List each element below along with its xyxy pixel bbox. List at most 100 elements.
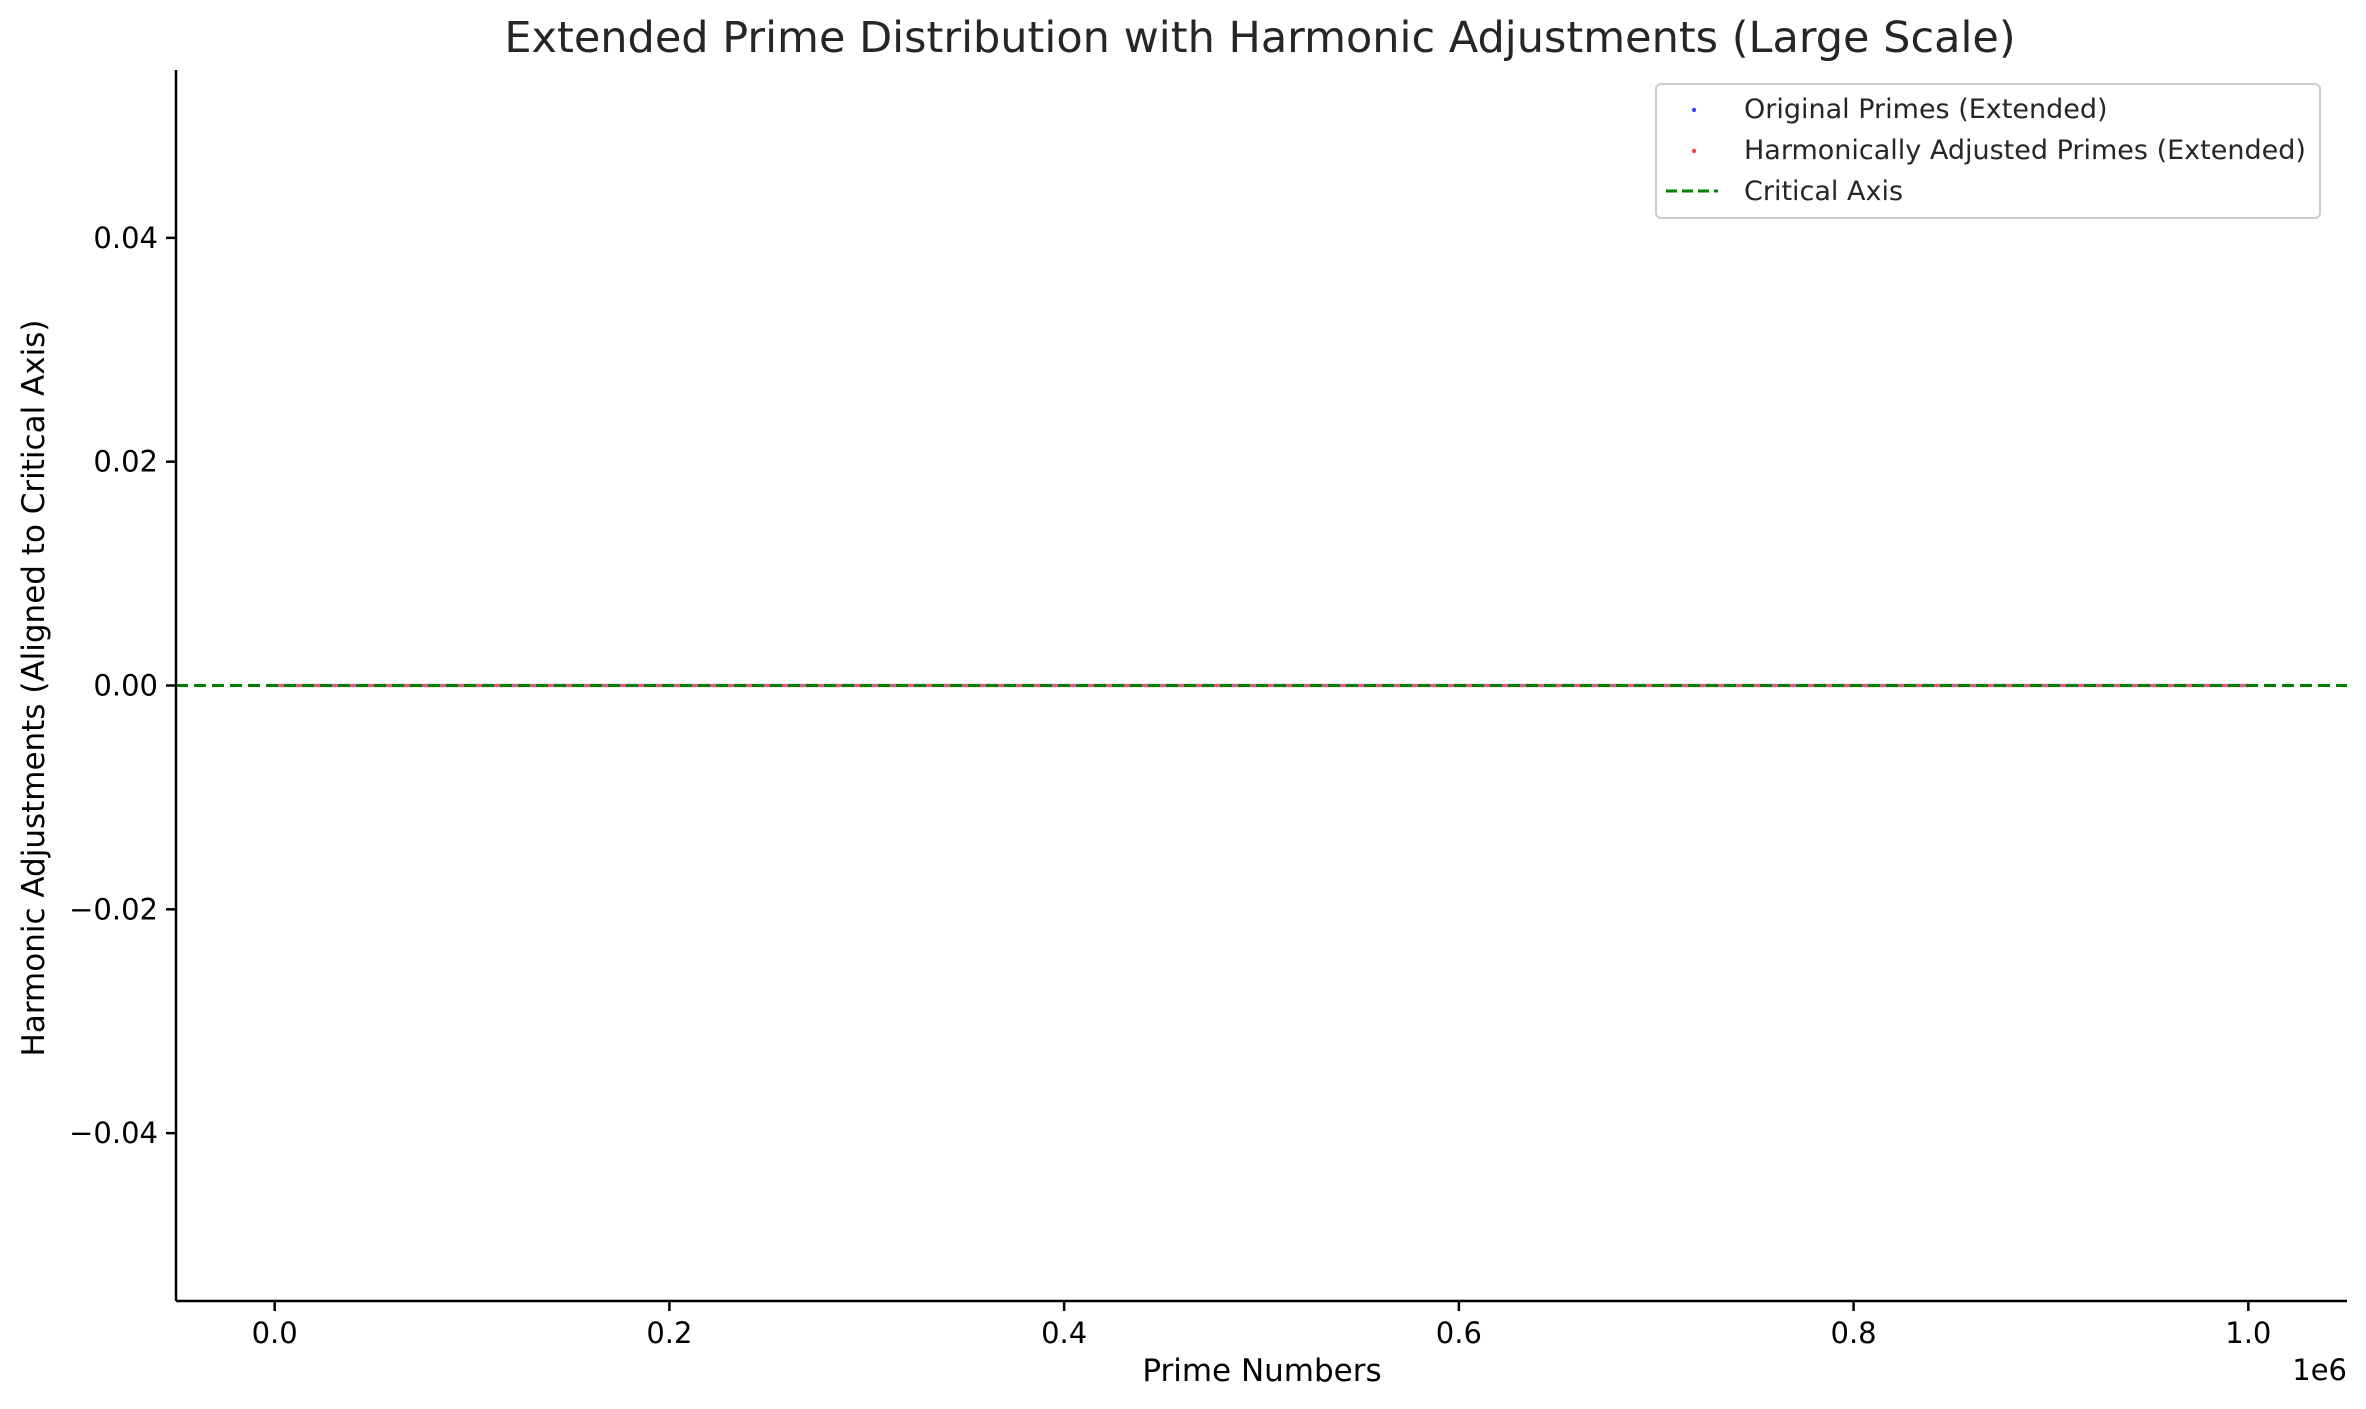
data-point	[1825, 683, 1829, 688]
data-point	[655, 683, 659, 688]
data-point	[1882, 683, 1887, 688]
data-point	[2007, 683, 2012, 688]
data-point	[1627, 683, 1632, 688]
data-point	[1917, 683, 1922, 688]
data-point	[692, 683, 697, 688]
legend-frame	[1655, 83, 2321, 219]
data-point	[2240, 683, 2244, 688]
data-point	[477, 683, 482, 688]
data-point	[2185, 683, 2189, 688]
data-point	[1465, 683, 1469, 688]
data-point	[925, 683, 929, 688]
chart-title: Extended Prime Distribution with Harmoni…	[504, 13, 2015, 63]
data-point	[1702, 683, 1707, 688]
data-point	[1162, 683, 1167, 688]
data-point	[1810, 683, 1814, 688]
data-point	[1305, 683, 1309, 688]
y-tick-label: 0.00	[93, 669, 158, 703]
data-point	[1807, 683, 1812, 688]
data-point	[910, 683, 914, 688]
legend-marker-adjusted-primes	[1691, 148, 1697, 154]
data-point	[332, 683, 337, 688]
data-point	[567, 683, 572, 688]
data-point	[1862, 683, 1867, 688]
data-point	[2115, 683, 2119, 688]
data-point	[530, 683, 534, 688]
data-point	[1125, 683, 1129, 688]
data-point	[602, 683, 607, 688]
data-point	[980, 683, 984, 688]
data-point	[1772, 683, 1777, 688]
data-point	[405, 683, 410, 688]
data-point	[1935, 683, 1939, 688]
data-point	[2060, 683, 2064, 688]
data-point	[352, 683, 357, 688]
legend-marker-original-primes	[1691, 107, 1697, 113]
data-point	[442, 683, 447, 688]
data-point	[1105, 683, 1109, 688]
data-point	[512, 683, 517, 688]
data-point	[1755, 683, 1759, 688]
data-point	[2150, 683, 2154, 688]
data-point	[907, 683, 912, 688]
x-tick-label: 0.2	[646, 1316, 692, 1350]
data-point	[1720, 683, 1724, 688]
data-point	[1900, 683, 1904, 688]
data-point	[835, 683, 839, 688]
data-point	[1252, 683, 1257, 688]
data-point	[1537, 683, 1542, 688]
x-ticks: 0.0 0.2 0.4 0.6 0.8 1.0	[252, 1301, 2271, 1350]
data-point	[945, 683, 949, 688]
data-point	[2042, 683, 2047, 688]
data-point	[2222, 683, 2227, 688]
data-point	[927, 683, 932, 688]
data-point	[547, 683, 552, 688]
data-point	[1575, 683, 1579, 688]
data-point	[1970, 683, 1974, 688]
data-point	[1322, 683, 1327, 688]
data-point	[2170, 683, 2174, 688]
data-point	[802, 683, 807, 688]
data-point	[1070, 683, 1074, 688]
data-point	[640, 683, 644, 688]
data-point	[1897, 683, 1902, 688]
x-tick-label: 0.6	[1436, 1316, 1482, 1350]
data-point	[1612, 683, 1617, 688]
y-tick-label: 0.04	[93, 221, 158, 255]
data-point	[727, 683, 732, 688]
data-point	[782, 683, 787, 688]
data-point	[440, 683, 445, 688]
data-point	[675, 683, 679, 688]
data-point	[1827, 683, 1832, 688]
data-point	[1792, 683, 1797, 688]
data-point	[1287, 683, 1292, 688]
data-point	[1360, 683, 1364, 688]
data-point	[1232, 683, 1237, 688]
data-point	[747, 683, 752, 688]
data-point	[1377, 683, 1382, 688]
data-point	[422, 683, 427, 688]
data-point	[1447, 683, 1452, 688]
data-point	[1285, 683, 1289, 688]
x-tick-label: 0.4	[1041, 1316, 1087, 1350]
data-point	[1610, 683, 1614, 688]
data-point	[2242, 683, 2247, 688]
y-ticks: −0.04 −0.02 0.00 0.02 0.04	[69, 221, 176, 1150]
data-point	[997, 683, 1002, 688]
data-point	[2132, 683, 2137, 688]
data-point	[1987, 683, 1992, 688]
data-point	[457, 683, 462, 688]
data-point	[1682, 683, 1687, 688]
data-point	[1450, 683, 1454, 688]
y-tick-label: −0.04	[69, 1116, 158, 1150]
data-point	[277, 683, 282, 688]
data-point	[1645, 683, 1649, 688]
data-point	[295, 683, 300, 688]
data-point	[367, 683, 372, 688]
data-point	[890, 683, 894, 688]
data-point	[1250, 683, 1254, 688]
data-point	[1717, 683, 1722, 688]
data-point	[637, 683, 642, 688]
data-point	[620, 683, 624, 688]
x-tick-label: 1.0	[2225, 1316, 2271, 1350]
